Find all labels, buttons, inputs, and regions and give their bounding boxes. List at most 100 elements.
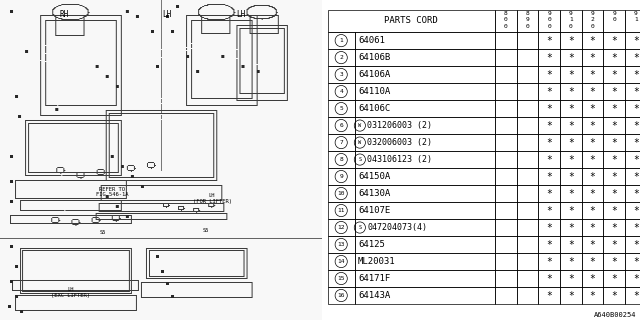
Text: *: * [611, 138, 617, 148]
Text: *: * [633, 104, 639, 114]
Text: *: * [589, 291, 595, 300]
Bar [328, 168, 355, 185]
Text: *: * [611, 222, 617, 233]
Bar [495, 151, 516, 168]
Text: 7: 7 [339, 140, 343, 145]
Bar [355, 32, 495, 49]
Bar [538, 270, 560, 287]
Text: *: * [633, 222, 639, 233]
Text: *: * [589, 205, 595, 216]
Bar [604, 49, 625, 66]
Bar [516, 253, 538, 270]
Text: 2: 2 [339, 55, 343, 60]
Text: 13: 13 [337, 242, 345, 247]
Bar [495, 202, 516, 219]
Text: *: * [546, 222, 552, 233]
Bar [582, 134, 604, 151]
Text: *: * [611, 240, 617, 250]
Text: 0: 0 [591, 24, 595, 29]
Bar [516, 202, 538, 219]
Bar [560, 32, 582, 49]
Bar [495, 66, 516, 83]
Text: *: * [568, 222, 574, 233]
Text: S: S [358, 225, 362, 230]
Bar [538, 185, 560, 202]
Bar [582, 219, 604, 236]
Text: ML20031: ML20031 [358, 257, 396, 266]
Bar [560, 83, 582, 100]
Text: *: * [568, 274, 574, 284]
Text: 0: 0 [504, 18, 508, 22]
Text: *: * [633, 274, 639, 284]
Text: 2: 2 [591, 18, 595, 22]
Text: *: * [633, 121, 639, 131]
Bar [495, 117, 516, 134]
Bar [560, 151, 582, 168]
Bar [582, 83, 604, 100]
Bar [582, 32, 604, 49]
Text: 64130A: 64130A [358, 189, 390, 198]
Bar [328, 32, 355, 49]
Text: 3: 3 [339, 72, 343, 77]
Text: *: * [546, 155, 552, 164]
Bar [560, 100, 582, 117]
Text: *: * [546, 138, 552, 148]
Text: 0: 0 [569, 24, 573, 29]
Bar [625, 253, 640, 270]
Bar [604, 100, 625, 117]
Text: *: * [611, 188, 617, 198]
Text: *: * [611, 104, 617, 114]
Bar [495, 83, 516, 100]
Text: *: * [568, 121, 574, 131]
Text: *: * [568, 257, 574, 267]
Text: *: * [568, 104, 574, 114]
Bar [604, 117, 625, 134]
Bar [582, 236, 604, 253]
Text: 64110A: 64110A [358, 87, 390, 96]
Bar [625, 134, 640, 151]
Text: LH: LH [163, 10, 172, 19]
Text: *: * [568, 52, 574, 63]
Text: *: * [611, 52, 617, 63]
Text: *: * [611, 121, 617, 131]
Bar [604, 202, 625, 219]
Bar [604, 151, 625, 168]
Bar [355, 253, 495, 270]
Bar [604, 287, 625, 304]
Text: *: * [546, 291, 552, 300]
Bar [328, 287, 355, 304]
Text: 0: 0 [612, 18, 616, 22]
Bar [328, 134, 355, 151]
Bar [516, 49, 538, 66]
Text: *: * [568, 36, 574, 46]
Text: *: * [589, 138, 595, 148]
Bar [355, 134, 495, 151]
Text: 043106123 (2): 043106123 (2) [367, 155, 432, 164]
Text: A640B00254: A640B00254 [595, 312, 637, 318]
Text: 64061: 64061 [358, 36, 385, 45]
Text: *: * [546, 52, 552, 63]
Bar [355, 219, 495, 236]
Text: 8: 8 [504, 11, 508, 16]
Text: 15: 15 [337, 276, 345, 281]
Text: 9: 9 [525, 18, 529, 22]
Bar [538, 100, 560, 117]
Text: 11: 11 [337, 208, 345, 213]
Bar [582, 117, 604, 134]
Bar [560, 202, 582, 219]
Bar [516, 185, 538, 202]
Text: *: * [546, 188, 552, 198]
Bar [538, 134, 560, 151]
Text: *: * [633, 188, 639, 198]
Text: *: * [611, 69, 617, 80]
Bar [538, 253, 560, 270]
Bar [355, 151, 495, 168]
Text: *: * [546, 87, 552, 97]
Bar [495, 168, 516, 185]
Text: 0: 0 [525, 24, 529, 29]
Bar [516, 134, 538, 151]
Text: *: * [633, 69, 639, 80]
Text: 10: 10 [337, 191, 345, 196]
Text: 16: 16 [337, 293, 345, 298]
Text: *: * [546, 172, 552, 181]
